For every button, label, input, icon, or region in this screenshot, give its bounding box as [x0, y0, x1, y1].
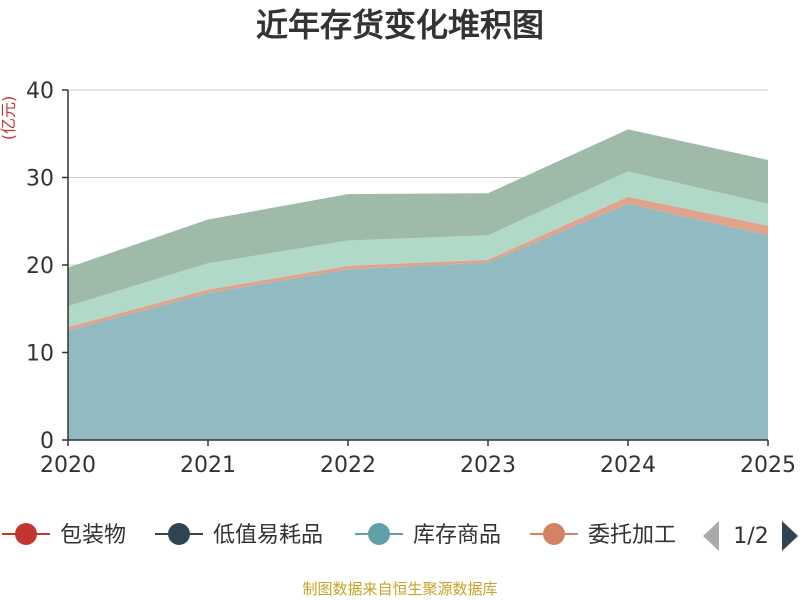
area-series-0 [68, 203, 768, 440]
arrow-right-icon[interactable] [782, 521, 798, 551]
legend-label: 包装物 [60, 523, 126, 548]
legend-item[interactable]: 低值易耗品 [155, 523, 323, 548]
x-tick-label: 2025 [740, 453, 796, 478]
legend-label: 库存商品 [413, 523, 501, 548]
x-tick-label: 2023 [460, 453, 516, 478]
area-series [68, 129, 768, 440]
y-tick-labels: 0 10 20 30 40 [26, 79, 54, 454]
legend-item[interactable]: 委托加工 [530, 523, 676, 548]
legend-marker [543, 523, 565, 545]
arrow-left-icon[interactable] [703, 521, 719, 551]
x-tick-label: 2020 [40, 453, 96, 478]
axes [62, 89, 768, 441]
legend-page-indicator: 1/2 [733, 524, 768, 549]
x-tick-label: 2024 [600, 453, 656, 478]
area-series-2 [68, 171, 768, 328]
legend-item[interactable]: 包装物 [2, 523, 126, 548]
x-tick-labels: 2020 2021 2022 2023 2024 2025 [40, 440, 796, 478]
legend[interactable]: 包装物 低值易耗品 库存商品 委托加工 [2, 523, 676, 548]
legend-marker [15, 523, 37, 545]
y-tick-label: 20 [26, 254, 54, 279]
legend-item[interactable]: 库存商品 [355, 523, 501, 548]
legend-marker [168, 523, 190, 545]
y-tick-label: 0 [40, 429, 54, 454]
legend-pager[interactable]: 1/2 [703, 521, 798, 551]
area-series-1 [68, 196, 768, 331]
y-tick-label: 40 [26, 79, 54, 104]
legend-marker [368, 523, 390, 545]
chart-title: 近年存货变化堆积图 [256, 6, 544, 44]
legend-label: 委托加工 [588, 523, 676, 548]
data-source-note: 制图数据来自恒生聚源数据库 [302, 580, 497, 598]
legend-label: 低值易耗品 [213, 523, 323, 548]
y-tick-label: 30 [26, 167, 54, 192]
x-tick-label: 2022 [320, 453, 376, 478]
x-tick-label: 2021 [180, 453, 236, 478]
area-series-3 [68, 129, 768, 307]
y-tick-label: 10 [26, 342, 54, 367]
y-axis-label: (亿元) [0, 96, 18, 141]
